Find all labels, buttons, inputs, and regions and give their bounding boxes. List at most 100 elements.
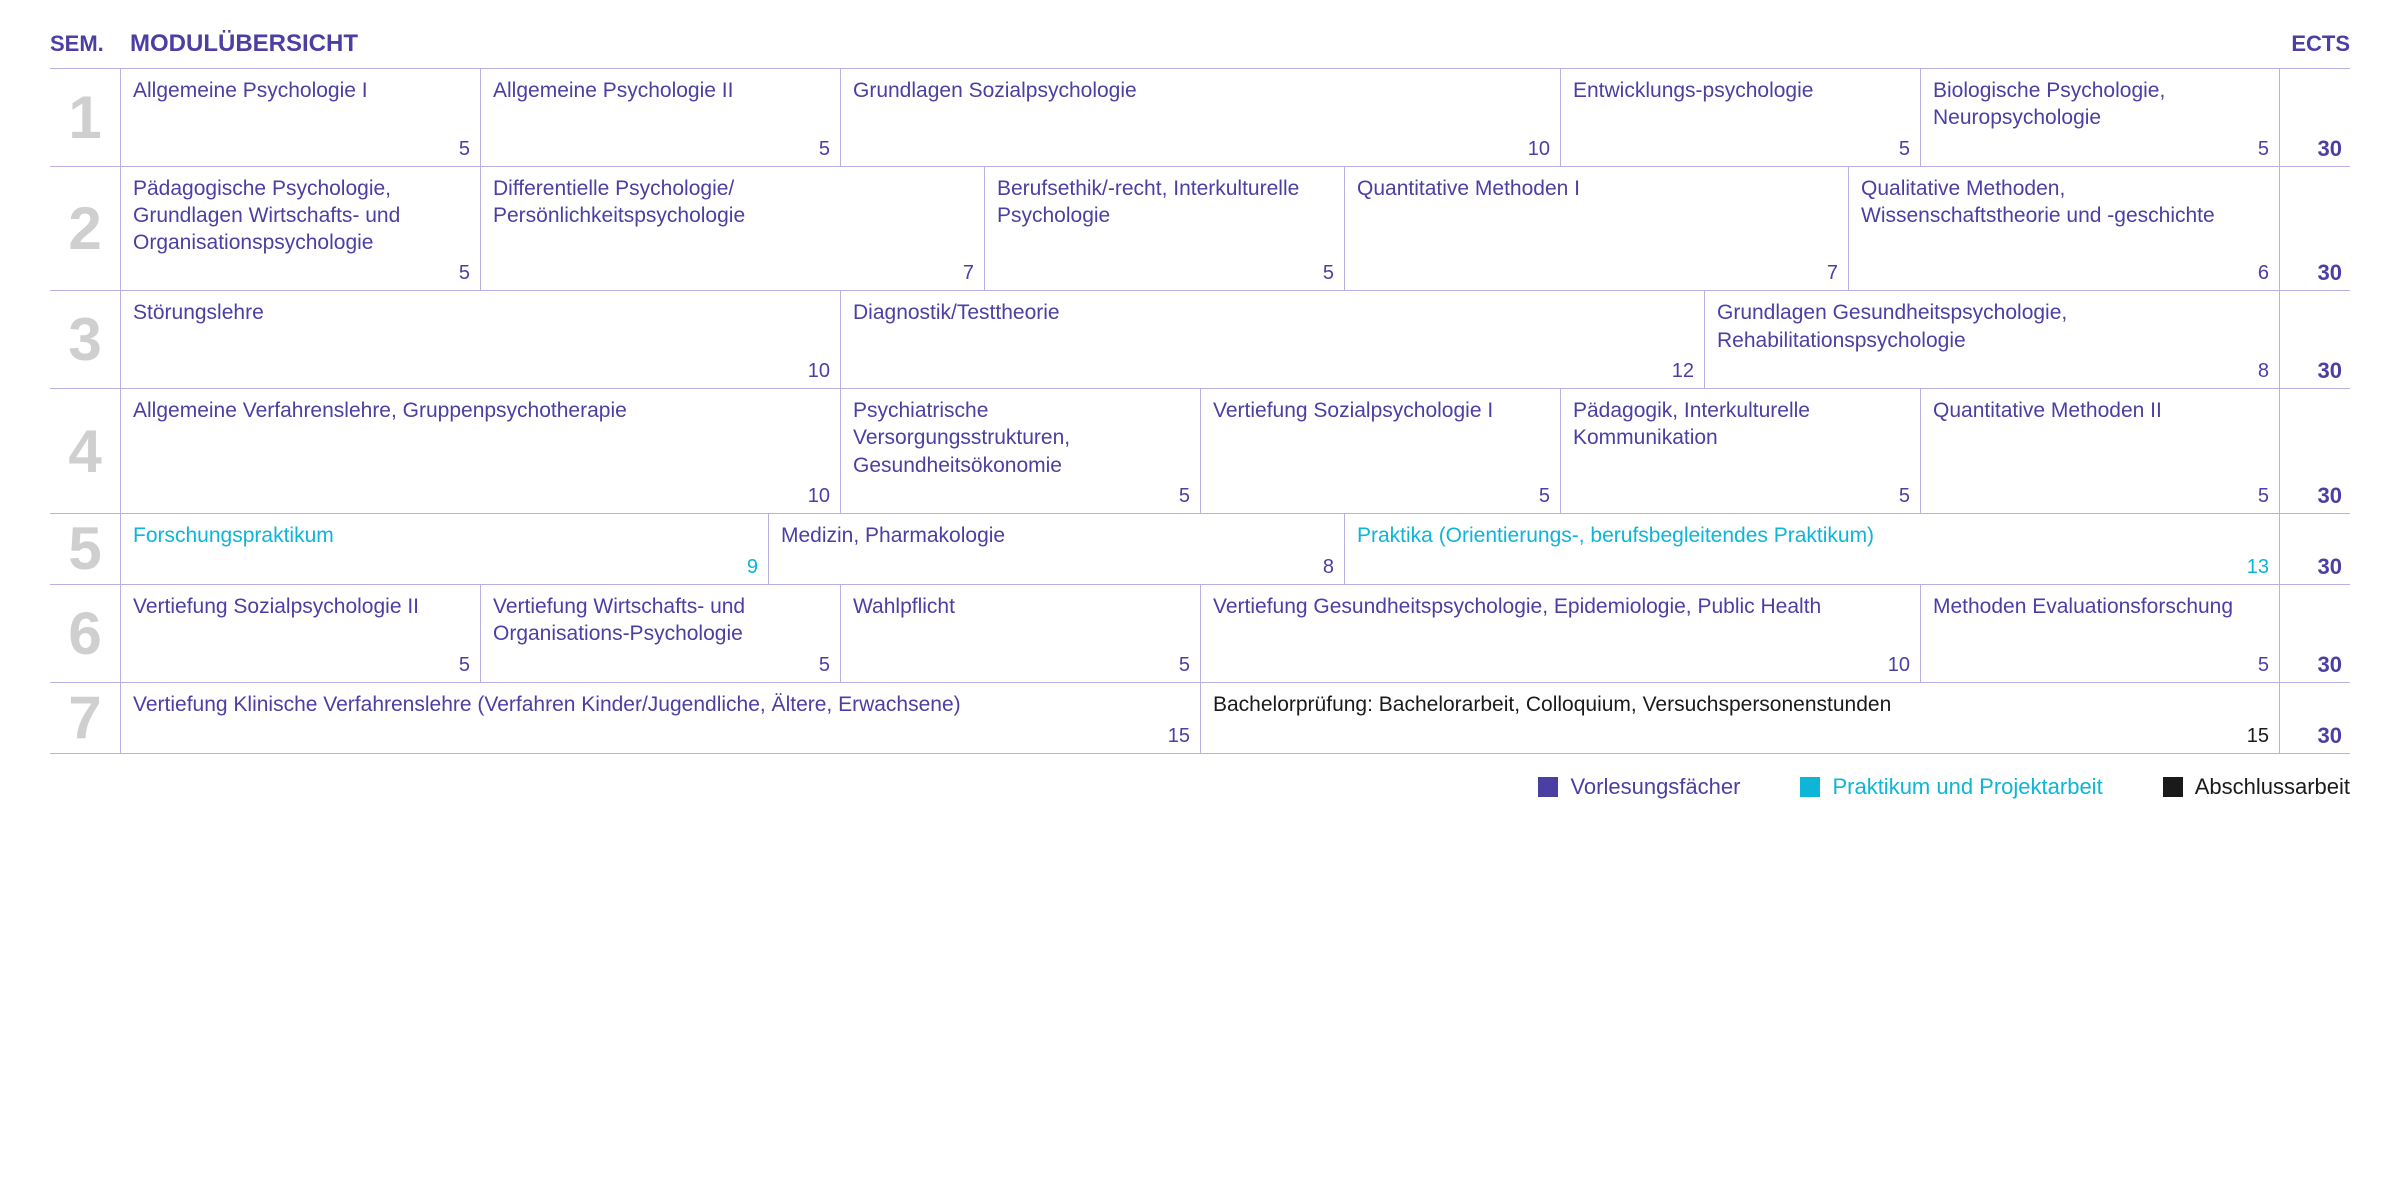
- module-title: Differentielle Psychologie/ Persönlichke…: [493, 175, 974, 230]
- module-cell: Psychiatrische Versorgungsstrukturen, Ge…: [840, 389, 1200, 513]
- module-cell: Biologische Psychologie, Neuropsychologi…: [1920, 69, 2280, 166]
- module-title: Biologische Psychologie, Neuropsychologi…: [1933, 77, 2269, 132]
- module-ects: 15: [1168, 723, 1190, 749]
- semester-row: 4 Allgemeine Verfahrenslehre, Gruppenpsyc…: [50, 388, 2350, 513]
- module-title: Forschungspraktikum: [133, 522, 758, 549]
- modules-container: Vertiefung Sozialpsychologie II5Vertiefu…: [120, 585, 2280, 682]
- module-title: Methoden Evaluationsforschung: [1933, 593, 2269, 620]
- semester-number: 6: [50, 585, 120, 682]
- module-title: Vertiefung Wirtschafts- und Organisation…: [493, 593, 830, 648]
- module-ects: 5: [1179, 483, 1190, 509]
- semester-number: 1: [50, 69, 120, 166]
- modules-container: Störungslehre 10 Diagnostik/Testtheorie 12 G…: [120, 291, 2280, 388]
- module-ects: 5: [1323, 260, 1334, 286]
- legend-swatch: [1800, 777, 1820, 797]
- row-total-ects: 30: [2280, 167, 2350, 291]
- module-ects: 8: [2258, 358, 2269, 384]
- module-cell: Berufsethik/-recht, Interkulturelle Psyc…: [984, 167, 1344, 291]
- module-cell: Störungslehre 10: [120, 291, 840, 388]
- semester-number: 3: [50, 291, 120, 388]
- semester-number: 4: [50, 389, 120, 513]
- module-title: Vertiefung Sozialpsychologie I: [1213, 397, 1550, 424]
- module-title: Diagnostik/Testtheorie: [853, 299, 1694, 326]
- module-cell: Grundlagen Gesundheitspsychologie, Rehab…: [1704, 291, 2280, 388]
- module-title: Vertiefung Klinische Verfahrenslehre (Ve…: [133, 691, 1190, 718]
- module-title: Quantitative Methoden I: [1357, 175, 1838, 202]
- modules-container: Forschungspraktikum9Medizin, Pharmakolog…: [120, 514, 2280, 584]
- semester-number: 7: [50, 683, 120, 753]
- module-ects: 5: [1899, 483, 1910, 509]
- semester-row: 2Pädagogische Psychologie, Grundlagen Wi…: [50, 166, 2350, 291]
- module-ects: 7: [963, 260, 974, 286]
- module-cell: Bachelorprüfung: Bachelorarbeit, Colloqu…: [1200, 683, 2280, 753]
- legend-item: Vorlesungsfächer: [1538, 774, 1740, 800]
- legend-label: Praktikum und Projektarbeit: [1832, 774, 2102, 800]
- module-ects: 12: [1672, 358, 1694, 384]
- row-total-ects: 30: [2280, 514, 2350, 584]
- module-ects: 5: [819, 136, 830, 162]
- module-ects: 10: [808, 358, 830, 384]
- module-table: 1Allgemeine Psychologie I5Allgemeine Psy…: [50, 68, 2350, 754]
- module-cell: Medizin, Pharmakologie 8: [768, 514, 1344, 584]
- module-cell: Pädagogische Psychologie, Grundlagen Wir…: [120, 167, 480, 291]
- module-cell: Allgemeine Verfahrenslehre, Gruppenpsych…: [120, 389, 840, 513]
- row-total-ects: 30: [2280, 291, 2350, 388]
- module-ects: 5: [459, 136, 470, 162]
- module-ects: 10: [1888, 652, 1910, 678]
- row-total-ects: 30: [2280, 69, 2350, 166]
- module-ects: 5: [459, 260, 470, 286]
- module-title: Störungslehre: [133, 299, 830, 326]
- module-title: Entwicklungs-psychologie: [1573, 77, 1910, 104]
- module-ects: 7: [1827, 260, 1838, 286]
- module-cell: Wahlpflicht5: [840, 585, 1200, 682]
- module-ects: 5: [819, 652, 830, 678]
- module-cell: Qualitative Methoden, Wissenschaftstheor…: [1848, 167, 2280, 291]
- module-title: Wahlpflicht: [853, 593, 1190, 620]
- row-total-ects: 30: [2280, 389, 2350, 513]
- modules-container: Pädagogische Psychologie, Grundlagen Wir…: [120, 167, 2280, 291]
- module-title: Bachelorprüfung: Bachelorarbeit, Colloqu…: [1213, 691, 2269, 718]
- module-ects: 8: [1323, 554, 1334, 580]
- legend-item: Praktikum und Projektarbeit: [1800, 774, 2102, 800]
- legend-label: Vorlesungsfächer: [1570, 774, 1740, 800]
- module-title: Allgemeine Verfahrenslehre, Gruppenpsych…: [133, 397, 830, 424]
- module-ects: 5: [459, 652, 470, 678]
- legend-swatch: [1538, 777, 1558, 797]
- module-title: Praktika (Orientierungs-, berufsbegleite…: [1357, 522, 2269, 549]
- module-title: Psychiatrische Versorgungsstrukturen, Ge…: [853, 397, 1190, 479]
- module-cell: Vertiefung Wirtschafts- und Organisation…: [480, 585, 840, 682]
- module-ects: 5: [2258, 136, 2269, 162]
- module-cell: Forschungspraktikum9: [120, 514, 768, 584]
- module-title: Pädagogik, Interkulturelle Kommunikation: [1573, 397, 1910, 452]
- modules-container: Allgemeine Verfahrenslehre, Gruppenpsych…: [120, 389, 2280, 513]
- modules-container: Allgemeine Psychologie I5Allgemeine Psyc…: [120, 69, 2280, 166]
- module-cell: Allgemeine Psychologie I 5: [120, 69, 480, 166]
- header-ects-label: ECTS: [2291, 31, 2350, 57]
- module-cell: Pädagogik, Interkulturelle Kommunikation…: [1560, 389, 1920, 513]
- module-title: Allgemeine Psychologie I: [133, 77, 470, 104]
- semester-row: 5Forschungspraktikum9Medizin, Pharmakolo…: [50, 513, 2350, 584]
- module-ects: 5: [2258, 652, 2269, 678]
- legend-label: Abschlussarbeit: [2195, 774, 2350, 800]
- module-title: Quantitative Methoden II: [1933, 397, 2269, 424]
- semester-row: 7 Vertiefung Klinische Verfahrenslehre (V…: [50, 682, 2350, 754]
- module-cell: Vertiefung Sozialpsychologie II 5: [120, 585, 480, 682]
- module-cell: Vertiefung Klinische Verfahrenslehre (Ve…: [120, 683, 1200, 753]
- module-cell: Quantitative Methoden I 7: [1344, 167, 1848, 291]
- module-cell: Diagnostik/Testtheorie 12: [840, 291, 1704, 388]
- module-cell: Vertiefung Sozialpsychologie I5: [1200, 389, 1560, 513]
- module-ects: 5: [2258, 483, 2269, 509]
- module-ects: 15: [2247, 723, 2269, 749]
- module-ects: 13: [2247, 554, 2269, 580]
- module-cell: Quantitative Methoden II 5: [1920, 389, 2280, 513]
- module-title: Vertiefung Sozialpsychologie II: [133, 593, 470, 620]
- legend-item: Abschlussarbeit: [2163, 774, 2350, 800]
- header-sem-label: SEM.: [50, 31, 120, 57]
- module-title: Medizin, Pharmakologie: [781, 522, 1334, 549]
- semester-number: 5: [50, 514, 120, 584]
- module-ects: 10: [808, 483, 830, 509]
- module-cell: Praktika (Orientierungs-, berufsbegleite…: [1344, 514, 2280, 584]
- module-title: Grundlagen Sozialpsychologie: [853, 77, 1550, 104]
- module-cell: Grundlagen Sozialpsychologie10: [840, 69, 1560, 166]
- modules-container: Vertiefung Klinische Verfahrenslehre (Ve…: [120, 683, 2280, 753]
